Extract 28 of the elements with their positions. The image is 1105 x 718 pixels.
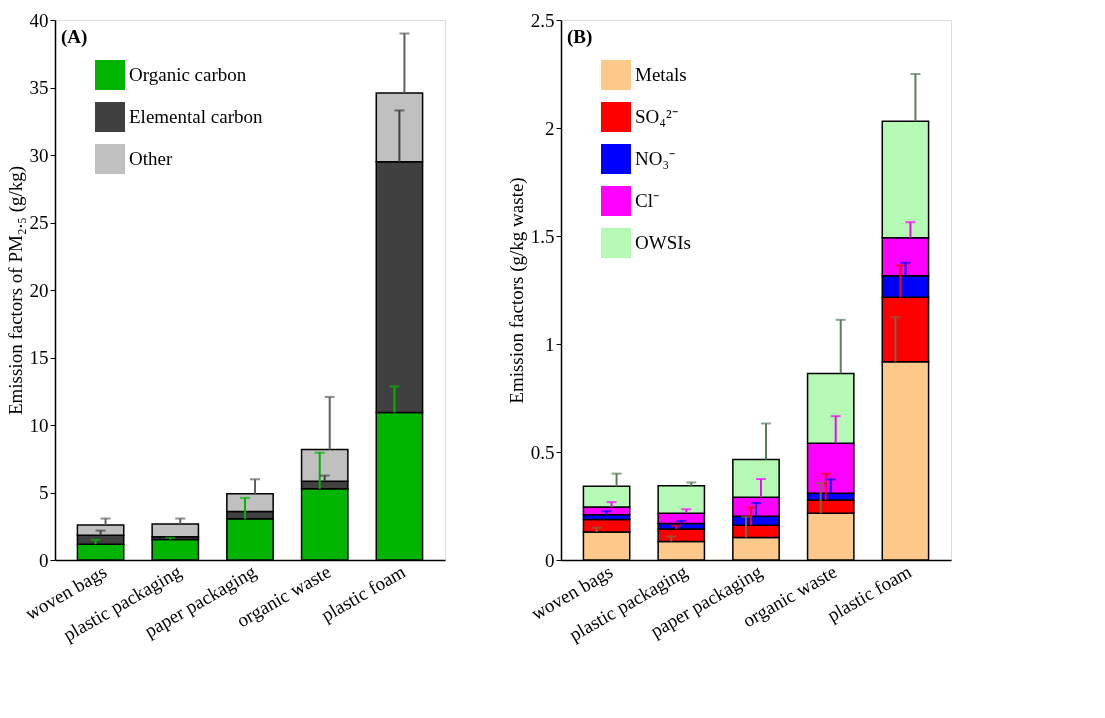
y-tick-label: 25 <box>29 212 49 233</box>
y-tick-label: 20 <box>29 279 49 301</box>
y-tick-label: 0 <box>545 549 555 571</box>
y-axis-title: Emission factors of PM₂.₅ (g/kg) <box>4 165 27 416</box>
legend-label: Cl⁻ <box>635 190 659 211</box>
bar <box>151 523 200 538</box>
y-tick-label: 0.5 <box>530 441 555 463</box>
legend-label: Organic carbon <box>129 64 247 85</box>
y-tick-label: 35 <box>29 77 49 98</box>
y-tick-label: 2 <box>545 117 555 139</box>
legend-label: SO₄²⁻ <box>635 106 678 127</box>
y-tick-label: 30 <box>29 144 49 166</box>
y-tick-label: 0 <box>39 549 49 571</box>
legend-label: Metals <box>635 64 687 85</box>
y-tick-label: 40 <box>29 9 49 31</box>
legend-label: NO₃⁻ <box>635 148 676 169</box>
y-tick-label: 10 <box>29 414 49 436</box>
legend-label: OWSIs <box>635 232 691 253</box>
annotation: (B) <box>567 26 593 48</box>
y-axis-title: Emission factors (g/kg waste) <box>505 177 528 404</box>
legend-label: Elemental carbon <box>129 106 263 127</box>
y-tick-label: 1 <box>545 333 555 355</box>
y-tick-label: 1.5 <box>530 225 555 247</box>
y-tick-label: 5 <box>39 482 49 503</box>
y-tick-label: 15 <box>29 347 49 368</box>
annotation: (A) <box>61 26 88 48</box>
y-tick-label: 2.5 <box>530 9 555 31</box>
legend-label: Other <box>129 148 173 169</box>
